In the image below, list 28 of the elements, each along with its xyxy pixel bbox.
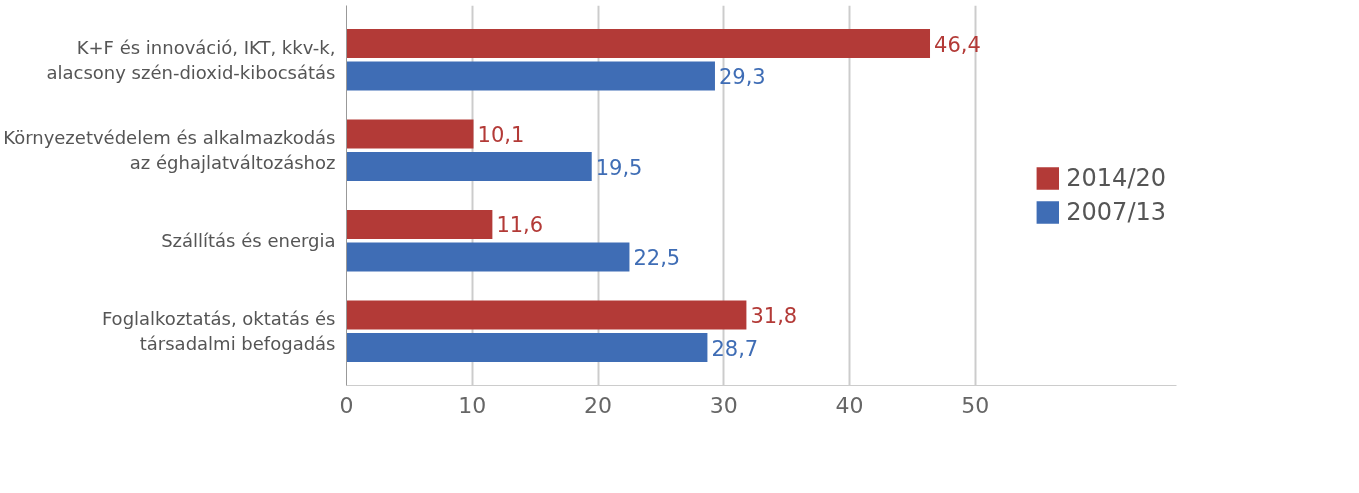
data-label: 29,3 <box>718 65 766 90</box>
legend-label: 2007/13 <box>1066 198 1166 226</box>
bar <box>346 61 715 91</box>
x-tick-label: 20 <box>584 392 613 418</box>
data-label: 46,4 <box>934 32 981 57</box>
x-tick-label: 10 <box>458 392 487 418</box>
bar <box>346 300 747 330</box>
x-tick-label: 40 <box>835 392 864 418</box>
data-label: 28,7 <box>711 336 759 361</box>
bar <box>346 333 708 362</box>
y-tick-label: Foglalkoztatás, oktatás és társadalmi befogadás <box>101 308 336 355</box>
y-tick-label: Környezetvédelem és alkalmazkodás az éghajlatváltozáshoz <box>3 127 336 174</box>
bar <box>346 119 474 149</box>
x-tick-label: 30 <box>709 392 738 418</box>
y-tick-label: K+F és innováció, IKT, kkv-k, alacsony szén-dioxid-kibocsátás <box>46 36 336 83</box>
data-label: 19,5 <box>595 155 643 180</box>
legend-label: 2014/20 <box>1066 164 1166 192</box>
bar <box>346 152 592 182</box>
data-label: 11,6 <box>496 213 544 238</box>
bar <box>346 242 630 272</box>
x-tick-label: 0 <box>339 392 354 418</box>
data-label: 31,8 <box>750 303 798 328</box>
bar <box>346 29 931 58</box>
data-label: 10,1 <box>477 122 525 147</box>
data-label: 22,5 <box>633 246 681 271</box>
x-tick-label: 50 <box>961 392 990 418</box>
bar <box>346 209 493 239</box>
y-tick-label: Szállítás és energia <box>161 230 336 252</box>
